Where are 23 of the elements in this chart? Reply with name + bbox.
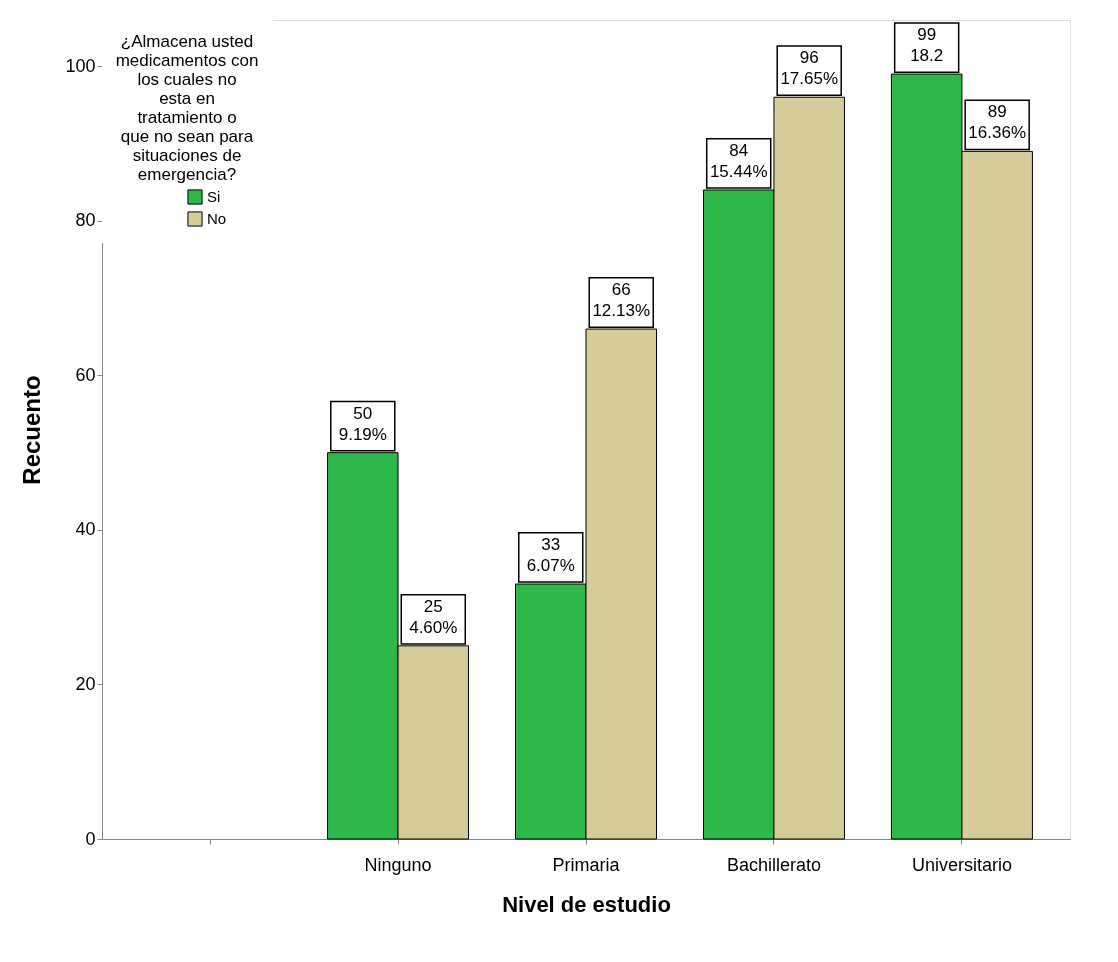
data-label: 89 16.36%: [968, 102, 1026, 143]
x-tick-label: Ninguno: [364, 854, 432, 875]
x-axis-title: Nivel de estudio: [502, 891, 671, 917]
legend-label: Si: [207, 188, 221, 205]
data-label: 96 17.65%: [780, 48, 839, 89]
y-tick-label: 60: [75, 364, 96, 385]
x-tick-label: Bachillerato: [726, 854, 821, 875]
y-tick-label: 40: [75, 519, 96, 540]
data-label: 25 4.60%: [409, 596, 458, 637]
y-tick-label: 0: [85, 828, 96, 849]
data-label: 33 6.07%: [526, 535, 575, 576]
data-label: 99 18.2: [910, 25, 944, 66]
y-tick-label: 100: [65, 55, 96, 76]
x-tick-label: Primaria: [552, 854, 621, 875]
data-label: 50 9.19%: [338, 403, 387, 444]
legend-title: ¿Almacena usted medicamentos con los cuales no esta en tratamiento o que no sean para situaciones de emergencia?: [115, 32, 259, 184]
data-label: 66 12.13%: [592, 280, 651, 321]
data-label: 84 15.44%: [709, 140, 768, 181]
legend-label: No: [207, 210, 227, 227]
y-tick-label: 80: [75, 210, 96, 231]
y-axis-title: Recuento: [18, 375, 46, 485]
y-tick-label: 20: [75, 673, 96, 694]
x-tick-label: Universitario: [911, 854, 1012, 875]
